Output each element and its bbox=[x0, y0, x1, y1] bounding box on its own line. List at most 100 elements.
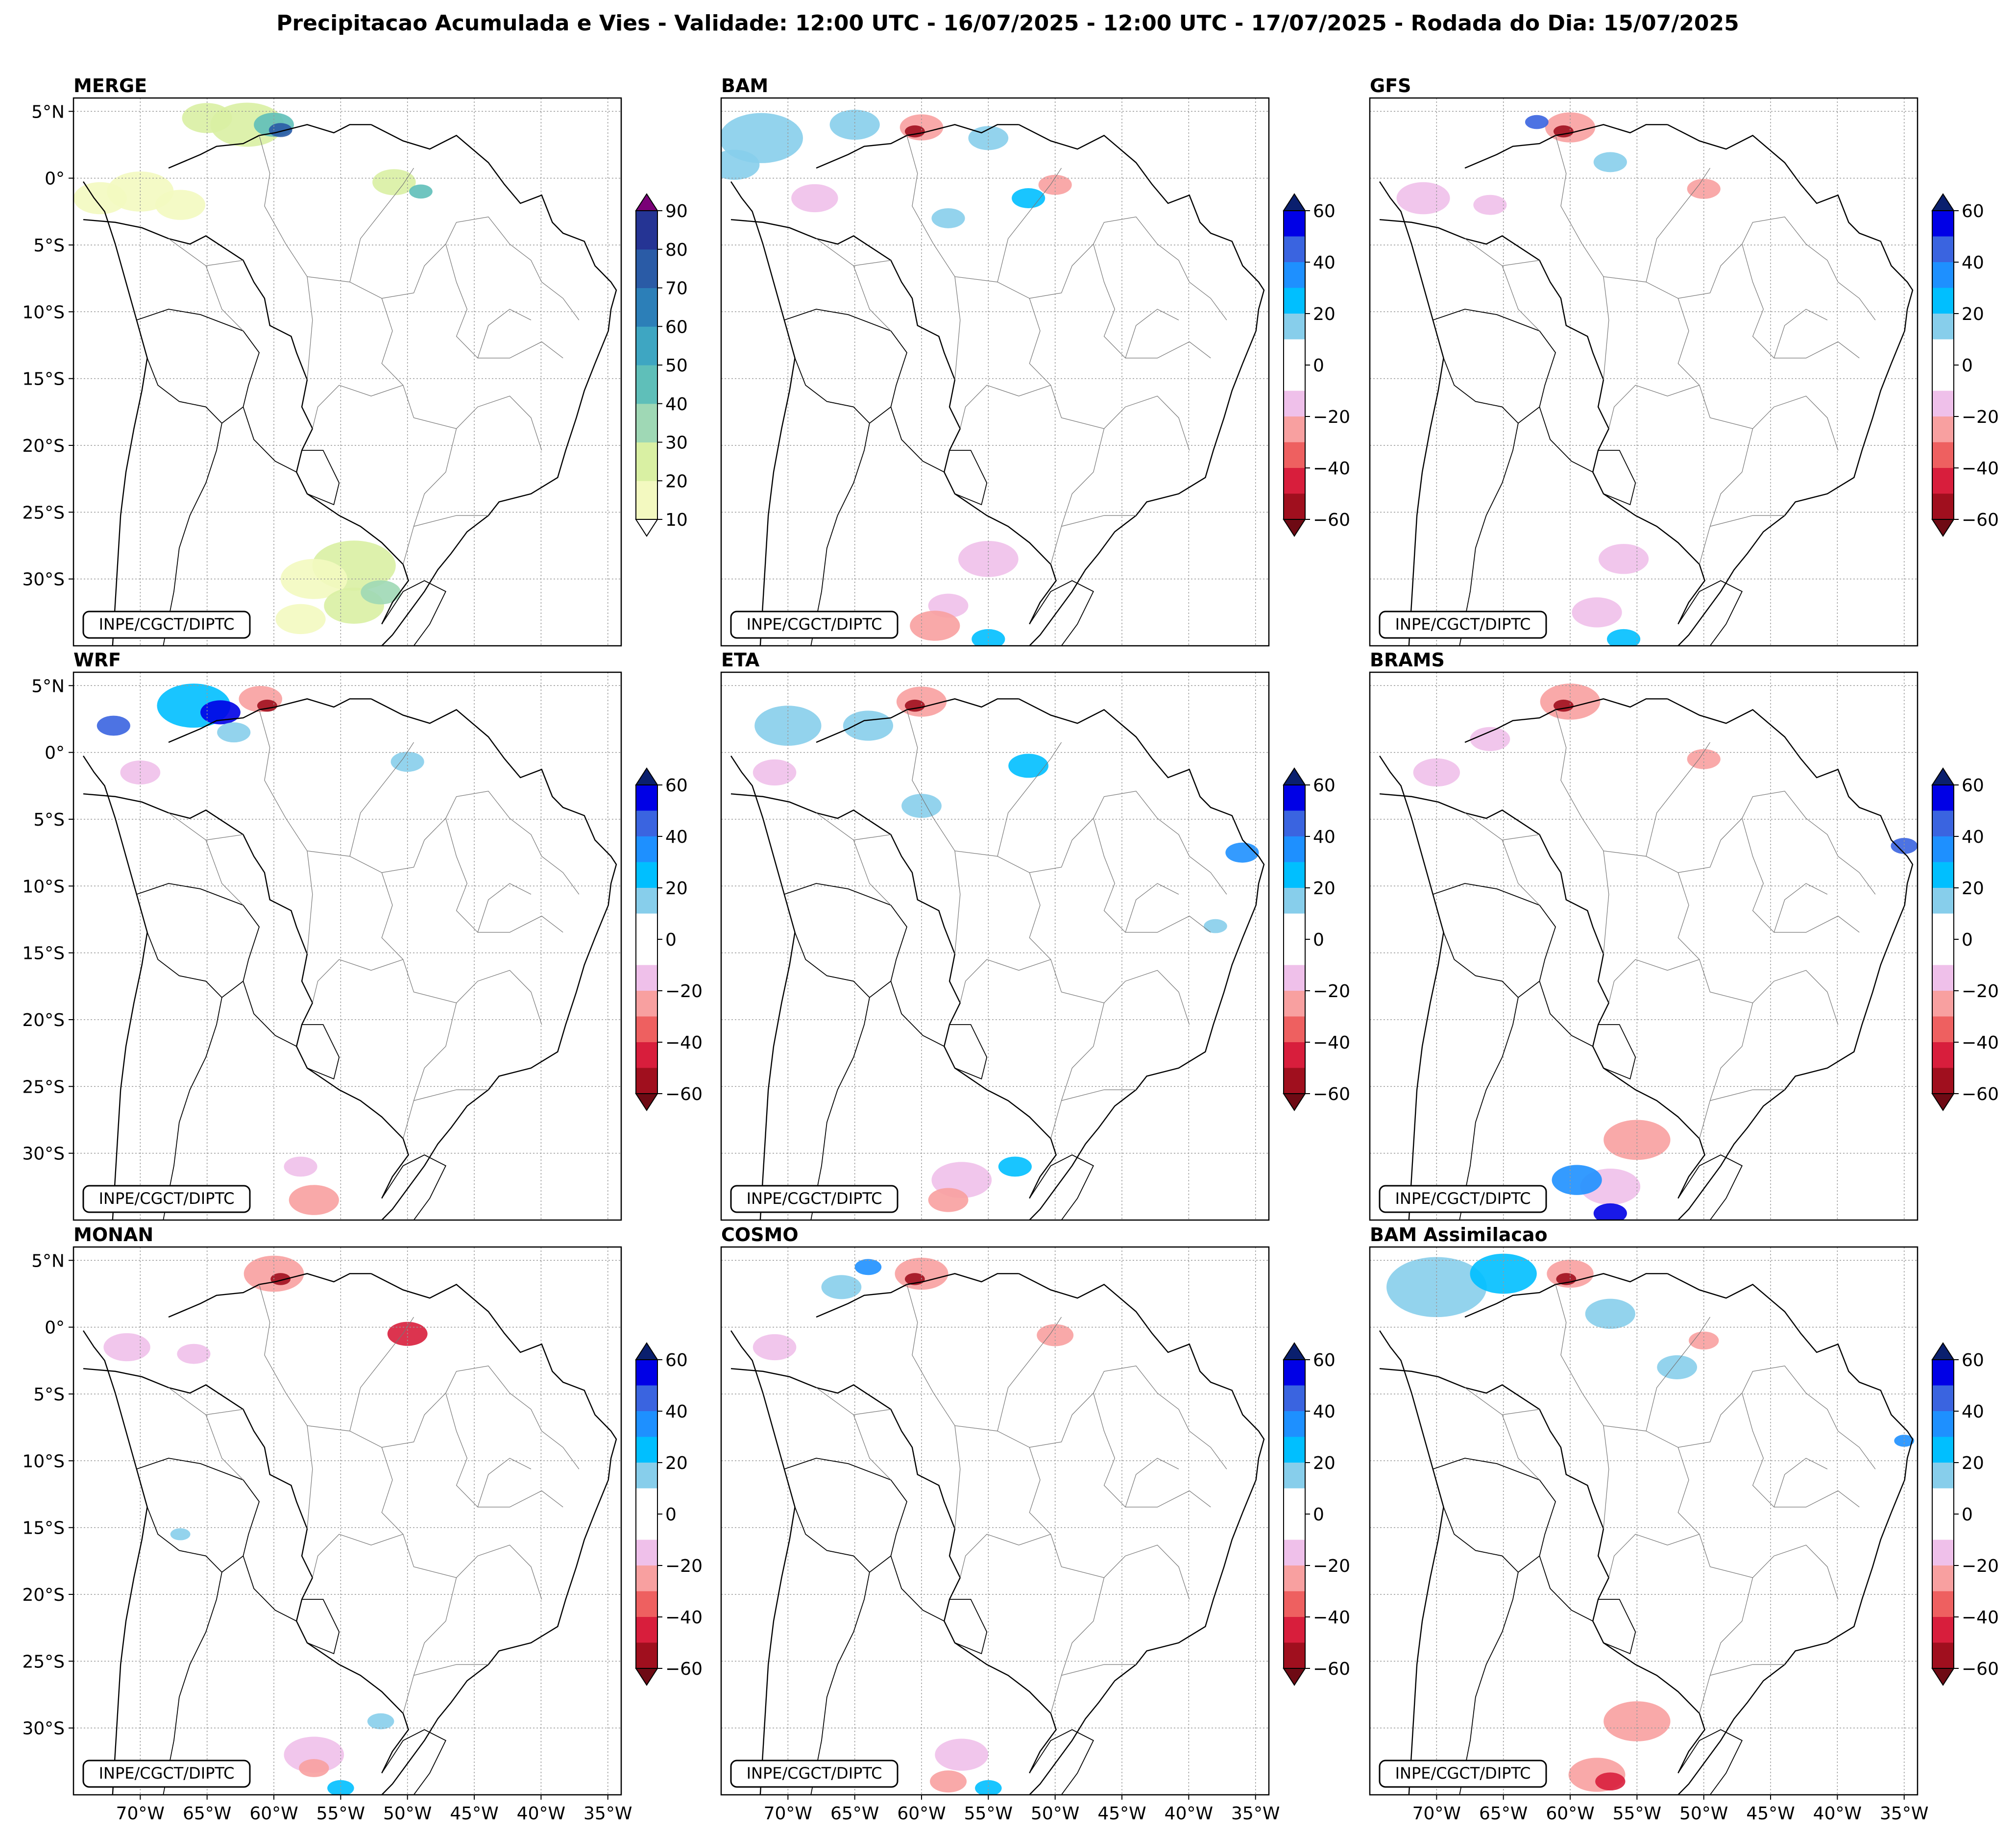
field-patch bbox=[1607, 629, 1641, 646]
colorbar-extend-max bbox=[635, 193, 658, 211]
credit-box bbox=[1379, 611, 1547, 639]
lat-tick-label: 15°S bbox=[22, 369, 65, 390]
colorbar-band bbox=[636, 785, 657, 811]
panel-title: GFS bbox=[1370, 75, 1411, 97]
colorbar-band bbox=[1932, 314, 1954, 340]
panel-title: BAM bbox=[721, 75, 768, 97]
lat-tick-label: 0° bbox=[45, 743, 65, 763]
colorbar-band bbox=[1932, 493, 1954, 520]
colorbar-band bbox=[636, 481, 657, 520]
field-patch bbox=[1008, 754, 1049, 778]
colorbar-tick-label: −20 bbox=[1313, 1556, 1350, 1576]
map-panel: WRF INPE/CGCT/DIPTC 5°N 0° 5°S 10°S 15°S 20°S 25… bbox=[22, 649, 703, 1221]
colorbar-band bbox=[1932, 965, 1954, 991]
colorbar-extend-min bbox=[1283, 519, 1306, 537]
colorbar-band bbox=[1284, 1514, 1305, 1540]
field-patch bbox=[361, 580, 401, 605]
field-patch bbox=[928, 1188, 969, 1212]
credit-label: INPE/CGCT/DIPTC bbox=[1395, 615, 1531, 634]
colorbar-extend-min bbox=[1283, 1668, 1306, 1686]
colorbar-tick-label: −20 bbox=[665, 1556, 703, 1576]
colorbar-band bbox=[1932, 1642, 1954, 1669]
field-patch bbox=[1396, 182, 1450, 215]
map-background bbox=[721, 1247, 1269, 1795]
credit-label: INPE/CGCT/DIPTC bbox=[1395, 1189, 1531, 1208]
lon-tick-label: 45°W bbox=[450, 1804, 498, 1824]
colorbar-tick-label: 60 bbox=[1313, 201, 1336, 221]
colorbar-band bbox=[1932, 785, 1954, 811]
credit-box bbox=[82, 1760, 251, 1788]
colorbar-band bbox=[1932, 391, 1954, 417]
map-panel: BAM INPE/CGCT/DIPTC 60 40 20 0 −20 −40 −60 bbox=[720, 75, 1350, 647]
field-patch bbox=[1037, 1324, 1074, 1346]
map-frame bbox=[73, 97, 622, 647]
colorbar-band bbox=[1284, 836, 1305, 862]
lat-tick-label: 30°S bbox=[22, 570, 65, 590]
field-patch bbox=[1470, 727, 1510, 751]
field-patch bbox=[931, 208, 965, 228]
colorbar-band bbox=[1284, 965, 1305, 991]
colorbar-band bbox=[1932, 1385, 1954, 1412]
lat-tick-label: 30°S bbox=[22, 1719, 65, 1739]
colorbar-band bbox=[1284, 1385, 1305, 1412]
lon-tick-label: 45°W bbox=[1746, 1804, 1795, 1824]
colorbar-tick-label: 40 bbox=[665, 827, 688, 847]
colorbar-band bbox=[1284, 1411, 1305, 1437]
map-frame bbox=[1369, 671, 1919, 1221]
field-patch bbox=[821, 1275, 862, 1299]
map-frame bbox=[1369, 1246, 1919, 1796]
colorbar-band bbox=[1284, 1565, 1305, 1591]
colorbar-band bbox=[1932, 262, 1954, 288]
colorbar-tick-label: 20 bbox=[665, 1453, 688, 1473]
colorbar-tick-label: 60 bbox=[665, 317, 688, 337]
colorbar-tick-label: −60 bbox=[665, 1084, 703, 1104]
colorbar-band bbox=[1932, 1488, 1954, 1515]
colorbar-band bbox=[1284, 493, 1305, 520]
lon-tick-label: 55°W bbox=[1613, 1804, 1661, 1824]
colorbar-band bbox=[1284, 468, 1305, 494]
colorbar-band bbox=[636, 888, 657, 914]
colorbar: 60 40 20 0 −20 −40 −60 bbox=[1283, 767, 1350, 1111]
colorbar-band bbox=[1932, 1042, 1954, 1068]
map-background bbox=[73, 672, 621, 1220]
lat-tick-label: 20°S bbox=[22, 1585, 65, 1605]
lon-tick-label: 50°W bbox=[1031, 1804, 1079, 1824]
colorbar-tick-label: −60 bbox=[1962, 1084, 1999, 1104]
map-panel: COSMO INPE/CGCT/DIPTC 70°W 65°W 60°W 55°W 50°W… bbox=[720, 1224, 1350, 1824]
colorbar-extend-max bbox=[1931, 1342, 1955, 1360]
colorbar-tick-label: −60 bbox=[1313, 1084, 1350, 1104]
field-patch bbox=[1894, 1435, 1915, 1447]
colorbar-band bbox=[1284, 888, 1305, 914]
credit-box bbox=[730, 1185, 899, 1213]
lon-tick-label: 60°W bbox=[249, 1804, 298, 1824]
field-patch bbox=[1657, 1355, 1698, 1379]
colorbar-extend-min bbox=[635, 1093, 658, 1111]
field-patch bbox=[243, 1255, 304, 1292]
colorbar-band bbox=[636, 913, 657, 940]
credit-label: INPE/CGCT/DIPTC bbox=[99, 615, 235, 634]
map-panel: BRAMS INPE/CGCT/DIPTC 60 40 20 0 −20 −40 −60 bbox=[1369, 649, 1999, 1221]
lon-tick-label: 50°W bbox=[383, 1804, 432, 1824]
colorbar-tick-label: −20 bbox=[1313, 407, 1350, 427]
colorbar-extend-min bbox=[635, 1668, 658, 1686]
colorbar-extend-max bbox=[1283, 767, 1306, 785]
colorbar-band bbox=[1932, 939, 1954, 965]
field-patch bbox=[182, 103, 232, 133]
colorbar-band bbox=[636, 288, 657, 327]
map-area bbox=[721, 672, 1269, 1220]
field-patch bbox=[930, 1770, 967, 1793]
field-patch bbox=[275, 604, 326, 635]
colorbar-band bbox=[636, 1514, 657, 1540]
colorbar-band bbox=[1932, 836, 1954, 862]
colorbar-band bbox=[636, 1360, 657, 1386]
colorbar-tick-label: −60 bbox=[1962, 1659, 1999, 1679]
colorbar-band bbox=[1932, 913, 1954, 940]
colorbar-band bbox=[1932, 211, 1954, 237]
panel-title: BAM Assimilacao bbox=[1370, 1224, 1548, 1246]
colorbar-band bbox=[636, 862, 657, 888]
colorbar-band bbox=[636, 810, 657, 837]
colorbar-tick-label: 70 bbox=[665, 279, 688, 299]
colorbar-band bbox=[1284, 1068, 1305, 1094]
field-patch bbox=[155, 190, 206, 220]
field-patch bbox=[1891, 838, 1918, 854]
